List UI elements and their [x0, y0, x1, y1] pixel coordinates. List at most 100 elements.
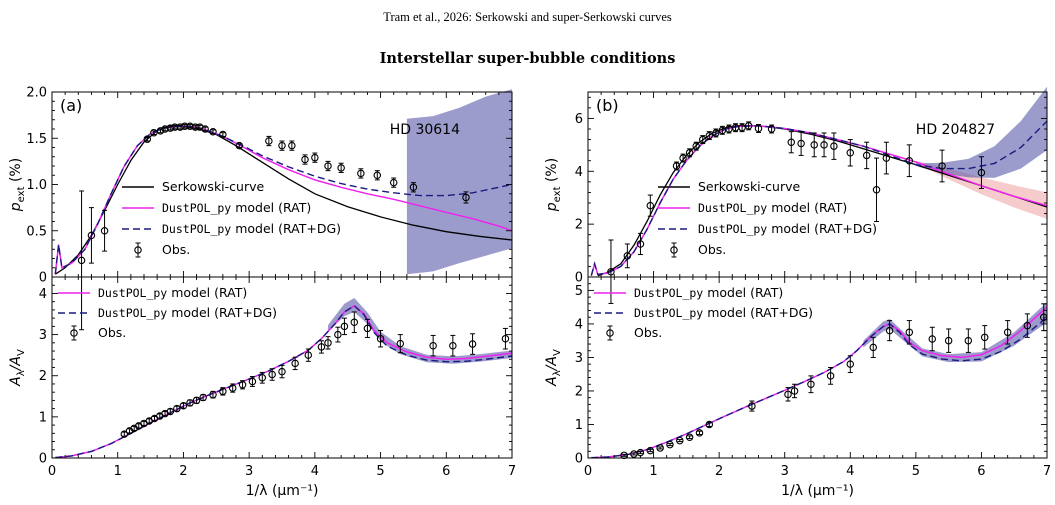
obs-point	[1003, 328, 1012, 337]
obs-point	[258, 374, 267, 382]
obs-point	[429, 341, 437, 350]
obs-point	[705, 131, 714, 140]
obs-point	[980, 333, 989, 342]
chart-panel-a: 0 0.5 1.0 1.5 2.0 (a) HD 30614 Serkowski-curve D…	[8, 86, 516, 500]
legend-code: DustPOL_py	[98, 306, 167, 320]
obs-point	[201, 125, 209, 133]
legend-label: Serkowski-curve	[162, 179, 264, 194]
legend-code: DustPOL_py	[698, 201, 767, 215]
obs-point	[905, 328, 914, 337]
x-tick-label: 3	[781, 464, 789, 479]
obs-point	[784, 390, 792, 399]
obs-point	[744, 122, 753, 130]
obs-point	[396, 339, 405, 348]
legend-label: Obs.	[698, 242, 726, 257]
obs-point	[291, 359, 299, 368]
obs-point	[265, 137, 273, 145]
obs-point	[607, 267, 615, 276]
uncertainty-band	[328, 298, 512, 364]
obs-point	[192, 396, 201, 405]
legend-code: DustPOL_py	[634, 306, 703, 320]
y-label-mid: /A	[8, 356, 24, 372]
obs-point	[340, 322, 349, 331]
obs-point	[810, 141, 818, 149]
x-tick-label: 7	[1043, 464, 1051, 479]
obs-point	[738, 123, 746, 132]
x-tick-label: 1	[649, 464, 657, 479]
y-tick-label: 2.0	[26, 86, 47, 101]
legend-text: Serkowski-curve	[698, 179, 800, 194]
figure-title: Interstellar super-bubble conditions	[379, 50, 676, 67]
obs-point	[389, 178, 398, 187]
obs-point	[685, 433, 694, 441]
legend-label: Obs.	[634, 325, 662, 340]
y-label-sub: ext	[16, 186, 27, 202]
y-tick-label: 0	[575, 271, 583, 286]
obs-point	[695, 429, 704, 437]
obs-point	[166, 124, 175, 132]
y-label-sub: V	[16, 349, 27, 356]
legend-text: model (RAT)	[767, 200, 847, 215]
obs-point	[846, 149, 855, 157]
uncertainty-band	[406, 89, 512, 275]
x-tick-label: 3	[245, 464, 253, 479]
obs-point	[209, 390, 217, 399]
y-label-sub: λ	[16, 370, 27, 376]
legend-text: model (RAT+DG)	[703, 305, 813, 320]
y-tick-label: 4	[575, 165, 583, 180]
y-tick-label: 0	[575, 452, 583, 467]
legend-text: model (RAT+DG)	[767, 221, 877, 236]
legend-code: DustPOL_py	[162, 222, 231, 236]
y-tick-label: 4	[575, 317, 583, 332]
obs-point	[248, 377, 257, 386]
obs-point	[712, 129, 720, 137]
y-label-mid: (%)	[544, 158, 560, 187]
obs-point	[166, 407, 175, 416]
obs-point	[324, 162, 332, 170]
y-label-main: p	[544, 202, 560, 212]
obs-point	[268, 370, 276, 379]
y-tick-label: 0	[39, 271, 47, 286]
legend-label: DustPOL_py model (RAT+DG)	[98, 305, 277, 320]
obs-point	[692, 142, 700, 150]
obs-point	[150, 128, 158, 137]
obs-point	[143, 135, 152, 143]
legend-text: model (RAT)	[167, 285, 247, 300]
legend-text: Obs.	[698, 242, 726, 257]
obs-point	[462, 193, 470, 202]
y-tick-label: 3	[39, 328, 47, 343]
y-tick-label: 6	[575, 112, 583, 127]
x-tick-label: 7	[508, 464, 516, 479]
obs-point	[656, 444, 664, 452]
y-label-main: p	[8, 202, 24, 212]
chart-panel-b: 0 2 4 6 (b) HD 204827 Serkowski-curve DustPOL_p…	[544, 86, 1051, 499]
legend-text: model (RAT)	[231, 200, 311, 215]
y-tick-label: 0.5	[26, 224, 47, 239]
obs-point	[324, 339, 332, 347]
obs-point	[830, 142, 838, 150]
obs-point	[334, 330, 342, 339]
ratdg-model-curve	[590, 120, 1048, 276]
obs-point	[501, 334, 510, 343]
obs-point	[376, 334, 385, 343]
page-header: Tram et al., 2026: Serkowski and super-S…	[383, 10, 672, 24]
obs-point	[186, 399, 194, 407]
y-tick-label: 4	[39, 287, 47, 302]
x-tick-label: 4	[311, 464, 319, 479]
obs-point	[409, 183, 418, 192]
obs-point	[666, 440, 674, 449]
legend-swatch-point	[134, 246, 142, 254]
obs-point	[278, 367, 286, 376]
legend-label: Serkowski-curve	[698, 179, 800, 194]
uncertainty-band	[863, 302, 1047, 363]
legend-code: DustPOL_py	[162, 201, 231, 215]
plot-frame	[587, 276, 1048, 459]
obs-point	[77, 256, 86, 265]
obs-point	[161, 125, 169, 133]
obs-point	[171, 123, 179, 131]
y-tick-label: 2	[39, 369, 47, 384]
y-tick-label: 1	[575, 418, 583, 433]
y-tick-label: 2	[575, 218, 583, 233]
legend-swatch-point	[670, 246, 678, 254]
